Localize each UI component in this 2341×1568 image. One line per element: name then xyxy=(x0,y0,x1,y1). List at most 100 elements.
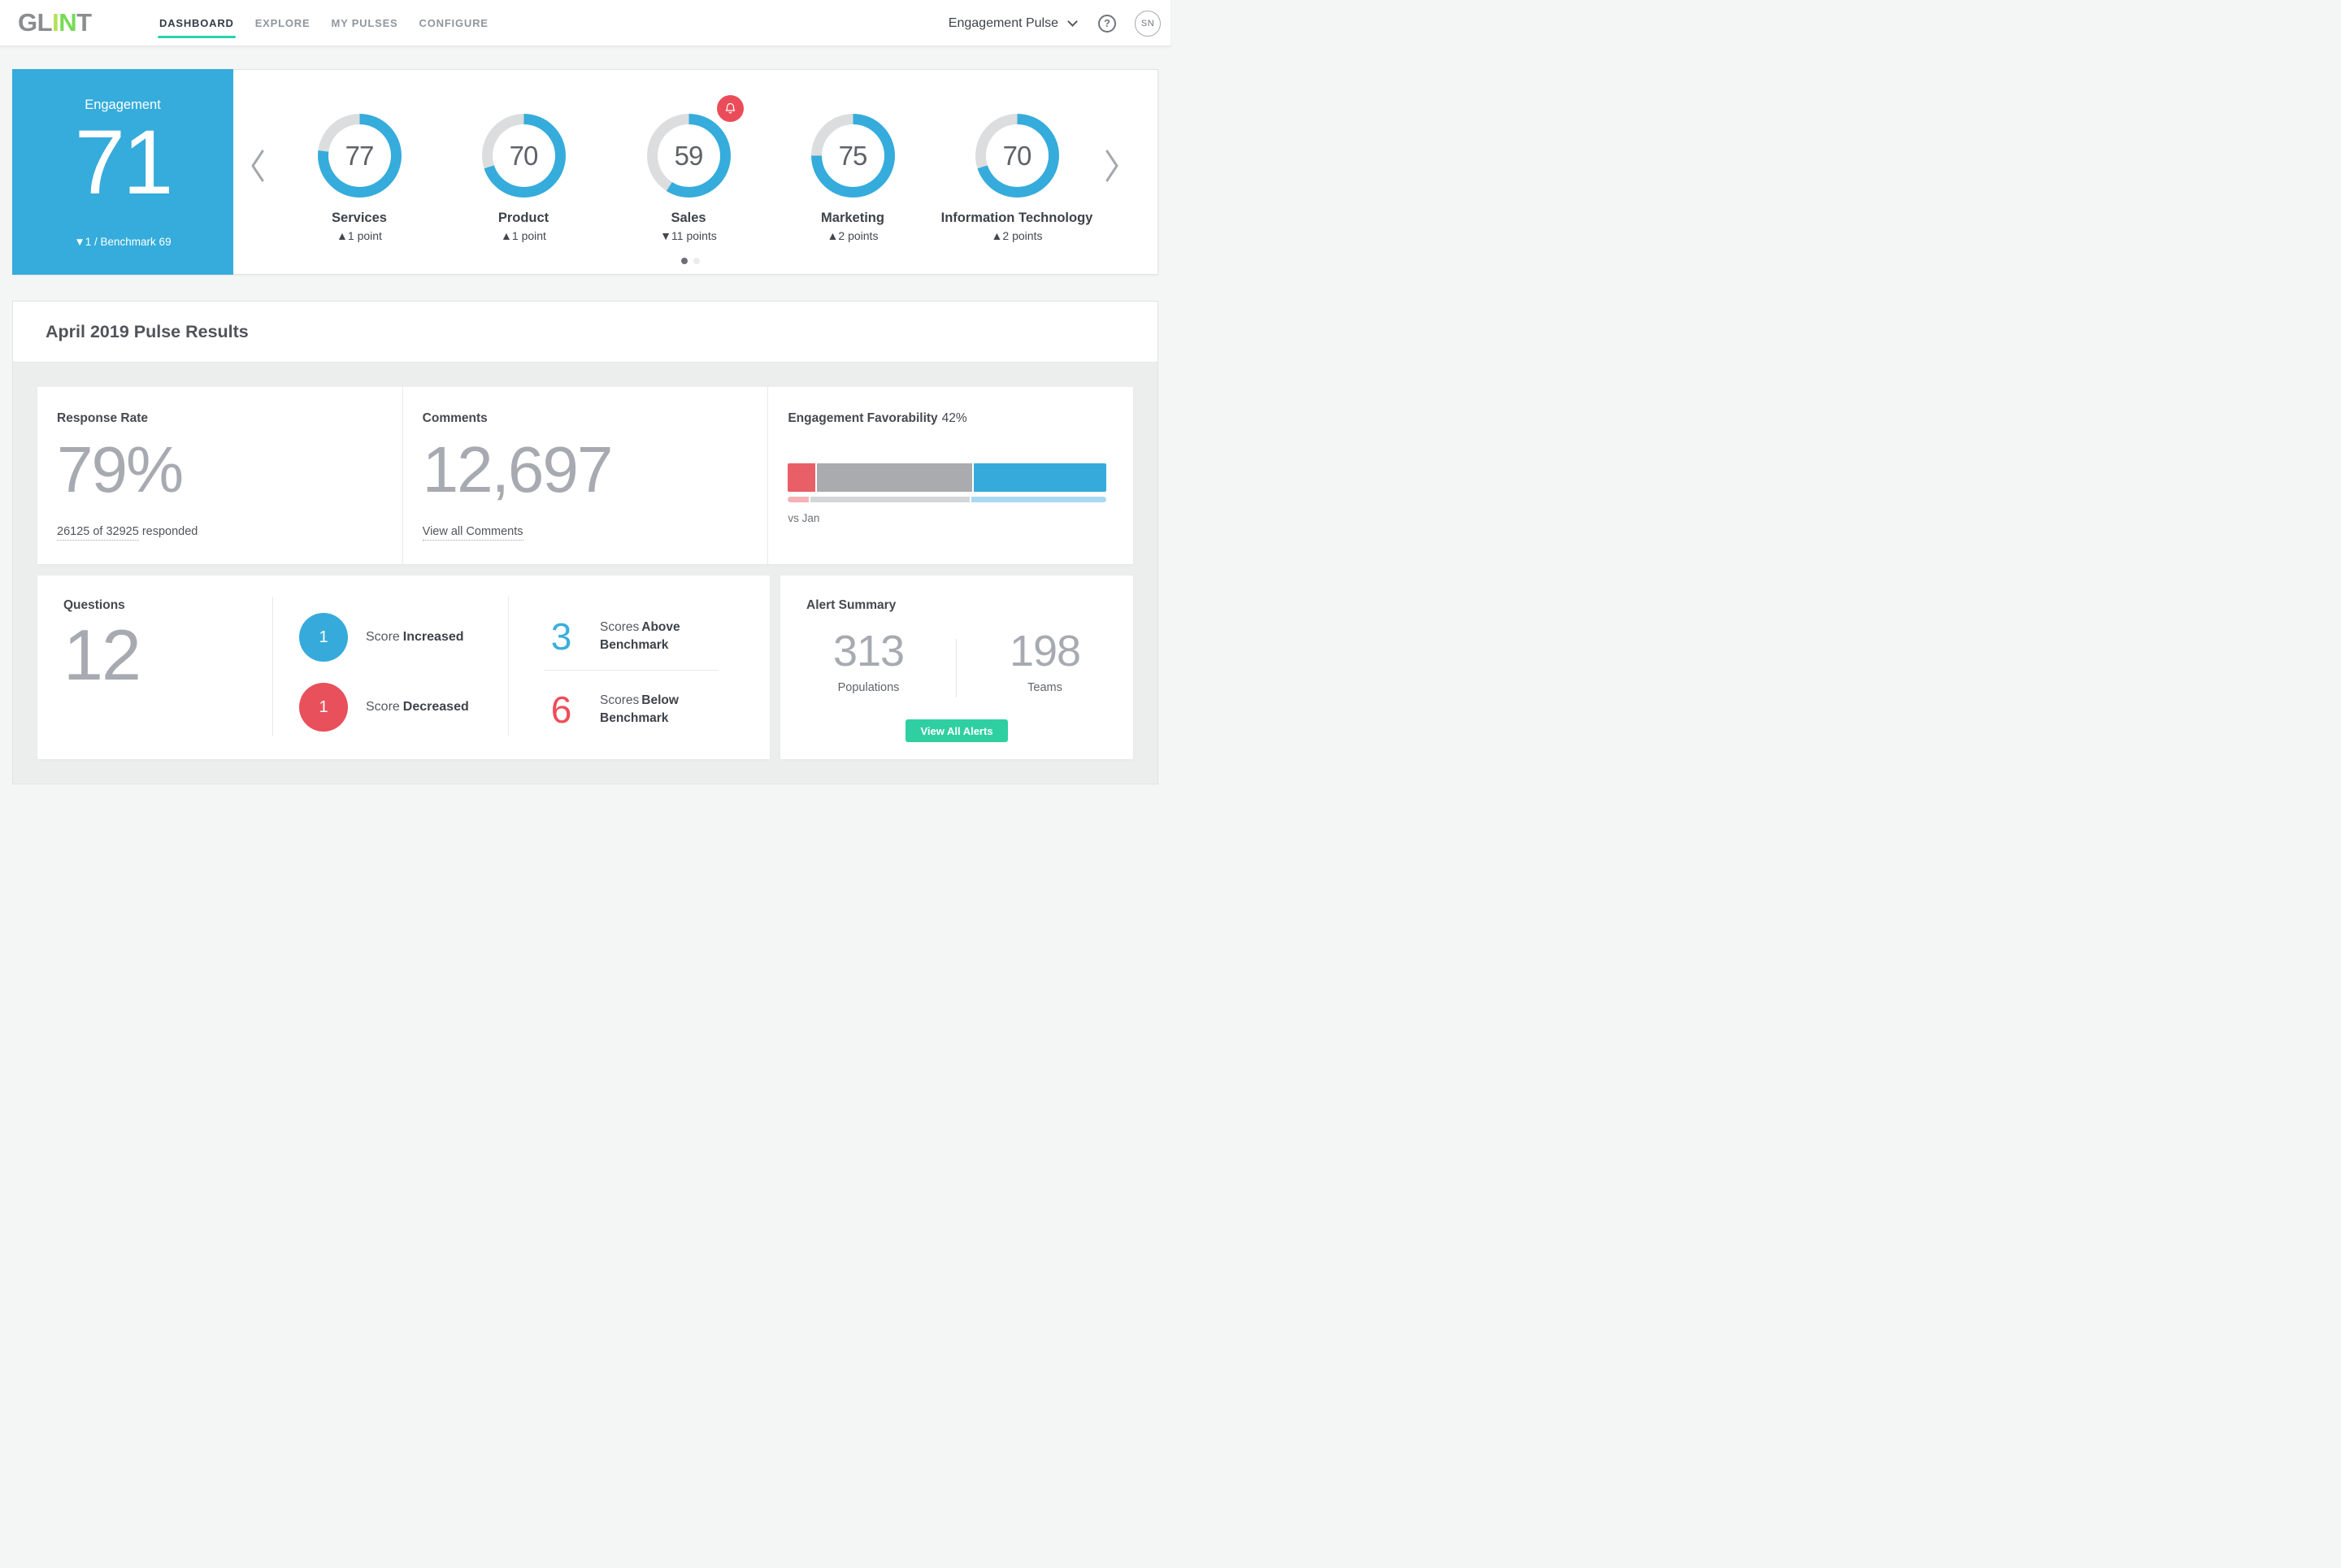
nav-item-explore[interactable]: EXPLORE xyxy=(254,17,311,29)
carousel-dot-2[interactable] xyxy=(693,258,700,264)
carousel-item-name: Services xyxy=(332,211,387,225)
donut-chart: 77 xyxy=(317,114,402,198)
carousel-item-delta: ▲2 points xyxy=(827,228,879,242)
stats-panel: Response Rate 79% 26125 of 32925 respond… xyxy=(37,387,1133,564)
results-header: April 2019 Pulse Results xyxy=(13,302,1157,363)
benchmark-bold: Below Benchmark xyxy=(600,693,679,725)
legend-prefix: Score xyxy=(366,700,400,714)
divider xyxy=(508,597,509,736)
legend-prefix: Score xyxy=(366,630,400,644)
carousel-item-services[interactable]: 77 Services ▲1 point xyxy=(277,114,441,242)
benchmark-label: Scores Below Benchmark xyxy=(600,692,746,727)
carousel-item-delta: ▲1 point xyxy=(501,228,546,242)
engagement-score-tile[interactable]: Engagement 71 ▼1 / Benchmark 69 xyxy=(12,69,233,275)
pulse-selector-dropdown[interactable]: Engagement Pulse xyxy=(948,15,1078,31)
favorability-segment xyxy=(788,497,810,502)
alert-stats: 313 Populations 198 Teams xyxy=(780,626,1133,694)
donut-chart: 59 xyxy=(646,95,744,198)
alert-bell-badge[interactable] xyxy=(716,95,744,122)
benchmark-prefix: Scores xyxy=(600,620,640,635)
carousel-item-delta: ▼11 points xyxy=(660,228,717,242)
alert-stat-populations: 313 Populations xyxy=(780,626,957,694)
logo-letter: T xyxy=(76,8,92,37)
carousel-item-product[interactable]: 70 Product ▲1 point xyxy=(441,114,606,242)
engagement-benchmark-note: ▼1 / Benchmark 69 xyxy=(74,236,172,248)
score-increased-row: 1 Score Increased xyxy=(299,613,464,662)
favorability-segment xyxy=(788,463,816,492)
nav-item-my-pulses[interactable]: MY PULSES xyxy=(331,17,398,29)
score-decreased-badge: 1 xyxy=(299,683,348,732)
favorability-bar-previous xyxy=(788,497,1107,502)
responded-count-link[interactable]: 26125 of 32925 xyxy=(57,525,139,541)
carousel-item-information-technology[interactable]: 70 Information Technology ▲2 points xyxy=(935,114,1099,242)
legend-label: Score Decreased xyxy=(366,700,469,715)
donut-score: 75 xyxy=(838,140,868,171)
bell-icon xyxy=(725,102,735,114)
divider xyxy=(272,597,273,736)
donut-chart: 70 xyxy=(975,114,1059,198)
favorability-segment xyxy=(810,497,970,502)
score-decreased-row: 1 Score Decreased xyxy=(299,683,469,732)
divider xyxy=(956,639,957,697)
favorability-chart: vs Jan xyxy=(788,463,1107,524)
nav-item-dashboard[interactable]: DASHBOARD xyxy=(158,15,236,38)
response-rate-value: 79% xyxy=(57,433,184,506)
logo-letter: G xyxy=(18,8,37,37)
carousel-next-button[interactable] xyxy=(1103,147,1121,185)
donut-score: 59 xyxy=(674,140,704,171)
view-all-alerts-button[interactable]: View All Alerts xyxy=(906,719,1008,742)
response-rate-heading: Response Rate xyxy=(57,411,148,425)
favorability-segment xyxy=(817,463,973,492)
favorability-compare-label: vs Jan xyxy=(788,512,820,524)
carousel-pagination xyxy=(681,258,700,264)
questions-count: 12 xyxy=(63,615,141,695)
header-right: Engagement Pulse ? SN xyxy=(949,0,1161,46)
donut-chart: 75 xyxy=(810,114,895,198)
logo-letter: L xyxy=(37,8,53,37)
help-icon[interactable]: ? xyxy=(1098,14,1116,33)
benchmark-count: 3 xyxy=(550,615,572,658)
carousel-item-delta: ▲2 points xyxy=(991,228,1043,242)
carousel-item-name: Sales xyxy=(671,211,706,225)
main-nav: DASHBOARD EXPLORE MY PULSES CONFIGURE xyxy=(158,0,489,46)
donut-chart: 70 xyxy=(481,114,566,198)
questions-panel: Questions 12 1 Score Increased 1 Score Decrea… xyxy=(37,576,770,759)
pulse-selector-label: Engagement Pulse xyxy=(948,15,1058,30)
comments-heading: Comments xyxy=(422,411,488,425)
carousel-item-name: Product xyxy=(497,211,549,225)
legend-bold: Decreased xyxy=(402,700,469,714)
carousel-item-marketing[interactable]: 75 Marketing ▲2 points xyxy=(771,114,935,242)
comments-footer: View all Comments xyxy=(422,525,523,541)
glint-logo[interactable]: GLINT xyxy=(18,8,92,37)
populations-count: 313 xyxy=(832,627,905,675)
benchmark-label: Scores Above Benchmark xyxy=(600,619,746,654)
pulse-results-card: April 2019 Pulse Results Response Rate 7… xyxy=(12,301,1158,784)
avatar[interactable]: SN xyxy=(1135,10,1161,37)
results-title: April 2019 Pulse Results xyxy=(46,321,249,341)
response-rate-detail: 26125 of 32925 responded xyxy=(57,525,198,541)
chevron-down-icon xyxy=(1067,15,1078,27)
divider xyxy=(544,670,719,671)
benchmark-prefix: Scores xyxy=(600,693,640,708)
carousel-track: 77 Services ▲1 point 70 Product ▲1 point 59 Sal… xyxy=(233,70,1157,274)
donut-score: 77 xyxy=(345,140,375,171)
help-glyph: ? xyxy=(1104,17,1110,29)
questions-heading: Questions xyxy=(63,598,125,612)
carousel-dot-1[interactable] xyxy=(681,258,688,264)
carousel-item-sales[interactable]: 59 Sales ▼11 points xyxy=(606,95,771,242)
engagement-tile-score: 71 xyxy=(74,111,174,213)
legend-label: Score Increased xyxy=(366,630,464,645)
favorability-bar-current xyxy=(788,463,1107,492)
app-header: GLINT DASHBOARD EXPLORE MY PULSES CONFIGURE… xyxy=(0,0,1170,46)
alert-summary-panel: Alert Summary 313 Populations 198 Teams … xyxy=(780,576,1133,759)
scores-above-benchmark-row: 3 Scores Above Benchmark xyxy=(541,608,762,665)
nav-item-configure[interactable]: CONFIGURE xyxy=(419,17,489,29)
favorability-heading: Engagement Favorability 42% xyxy=(788,411,967,425)
donut-score: 70 xyxy=(1002,140,1032,171)
view-all-comments-link[interactable]: View all Comments xyxy=(422,525,523,541)
carousel-item-name: Marketing xyxy=(821,211,884,225)
carousel-prev-button[interactable] xyxy=(249,147,267,185)
favorability-segment xyxy=(974,463,1107,492)
carousel-item-name: Information Technology xyxy=(940,211,1093,225)
response-rate-column: Response Rate 79% 26125 of 32925 respond… xyxy=(37,387,402,564)
